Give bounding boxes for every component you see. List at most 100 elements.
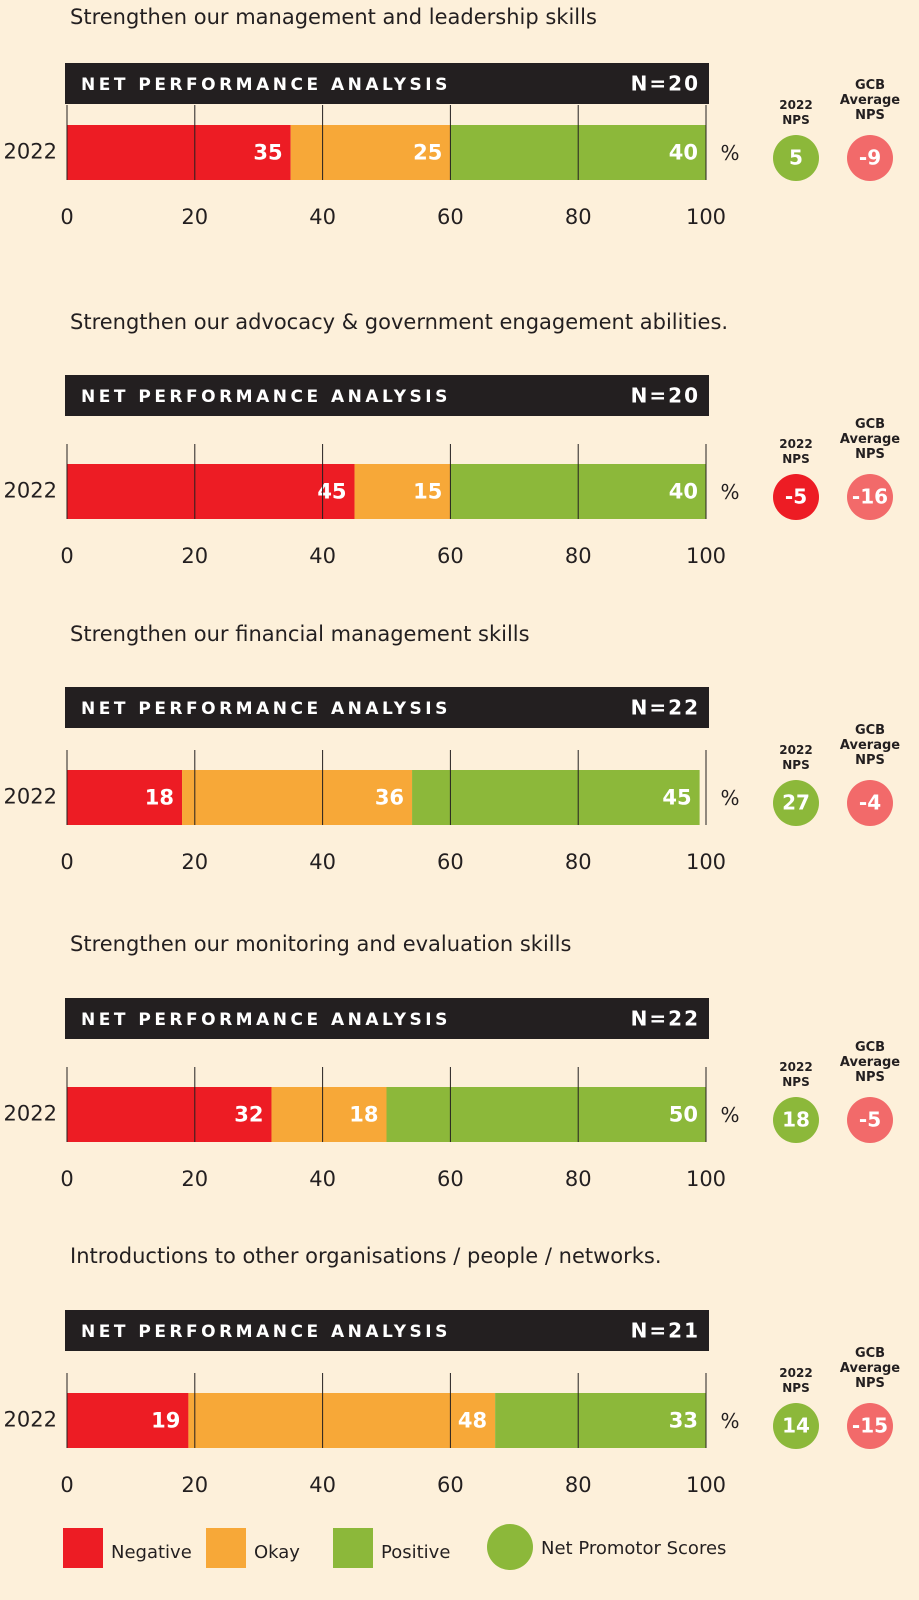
x-tick-label: 20 <box>181 1473 208 1497</box>
header-bar <box>65 375 709 416</box>
legend-swatch <box>206 1528 246 1568</box>
gcb-value: -16 <box>852 485 888 509</box>
value-label: 45 <box>662 786 691 810</box>
gcb-circle <box>847 1097 893 1143</box>
category-label: 2022 <box>4 479 57 503</box>
nps-circle <box>773 780 819 826</box>
x-tick-label: 20 <box>181 850 208 874</box>
gcb-circle <box>847 780 893 826</box>
gcb-heading: GCB Average NPS <box>840 723 900 768</box>
value-label: 32 <box>234 1103 263 1127</box>
value-label: 50 <box>669 1103 698 1127</box>
x-tick-label: 20 <box>181 544 208 568</box>
sample-size: N=22 <box>631 1007 700 1031</box>
nps-heading: 2022 NPS <box>779 1366 812 1395</box>
bar-segment: Positive <box>386 1087 706 1142</box>
x-tick-label: 0 <box>60 205 73 229</box>
header-title: NET PERFORMANCE ANALYSIS <box>81 1322 451 1342</box>
value-label: 45 <box>317 480 346 504</box>
header-title: NET PERFORMANCE ANALYSIS <box>81 1010 451 1030</box>
gcb-heading: GCB Average NPS <box>840 1346 900 1391</box>
gcb-heading: GCB Average NPS <box>840 1040 900 1085</box>
header-title: NET PERFORMANCE ANALYSIS <box>81 75 451 95</box>
question: Strengthen our monitoring and evaluation… <box>70 932 571 956</box>
gcb-circle <box>847 474 893 520</box>
gcb-value: -5 <box>859 1108 881 1132</box>
header-bar <box>65 687 709 728</box>
nps-circle <box>773 1403 819 1449</box>
nps-heading: 2022 NPS <box>779 1060 812 1089</box>
x-tick-label: 40 <box>309 544 336 568</box>
x-tick-label: 20 <box>181 1167 208 1191</box>
value-label: 35 <box>253 141 282 165</box>
value-label: 33 <box>669 1409 698 1433</box>
header-title: NET PERFORMANCE ANALYSIS <box>81 387 451 407</box>
legend-label: Okay <box>254 1542 300 1563</box>
sample-size: N=21 <box>631 1319 700 1343</box>
value-label: 40 <box>669 480 698 504</box>
x-tick-label: 80 <box>565 850 592 874</box>
x-tick-label: 100 <box>686 544 726 568</box>
unit-label: % <box>720 1103 739 1127</box>
category-label: 2022 <box>4 140 57 164</box>
x-tick-label: 20 <box>181 205 208 229</box>
gcb-circle <box>847 135 893 181</box>
x-tick-label: 0 <box>60 544 73 568</box>
bar-segment: Okay <box>271 1087 387 1142</box>
question: Strengthen our management and leadership… <box>70 5 597 29</box>
nps-circle <box>773 474 819 520</box>
header-bar <box>65 63 709 104</box>
unit-label: % <box>720 786 739 810</box>
gcb-value: -15 <box>852 1414 888 1438</box>
bar-segment: Negative <box>67 1087 272 1142</box>
x-tick-label: 100 <box>686 1473 726 1497</box>
header-bar <box>65 998 709 1039</box>
x-tick-label: 80 <box>565 1167 592 1191</box>
nps-value: 18 <box>782 1108 810 1132</box>
nps-value: -5 <box>785 485 807 509</box>
unit-label: % <box>720 480 739 504</box>
legend-nps-label: Net Promotor Scores <box>541 1538 726 1559</box>
value-label: 18 <box>145 786 174 810</box>
x-tick-label: 80 <box>565 544 592 568</box>
nps-heading: 2022 NPS <box>779 437 812 466</box>
x-tick-label: 40 <box>309 1167 336 1191</box>
nps-circle <box>773 1097 819 1143</box>
x-tick-label: 60 <box>437 1167 464 1191</box>
legend-label: Negative <box>111 1542 192 1563</box>
gcb-value: -9 <box>859 146 881 170</box>
bar-segment: Okay <box>188 1393 496 1448</box>
sample-size: N=20 <box>631 72 700 96</box>
header-title: NET PERFORMANCE ANALYSIS <box>81 699 451 719</box>
x-tick-label: 100 <box>686 205 726 229</box>
value-label: 36 <box>375 786 404 810</box>
bar-segment: Negative <box>67 1393 189 1448</box>
nps-value: 5 <box>789 146 803 170</box>
gcb-heading: GCB Average NPS <box>840 417 900 462</box>
bar-segment: Positive <box>412 770 700 825</box>
question: Introductions to other organisations / p… <box>70 1244 662 1268</box>
question: Strengthen our advocacy & government eng… <box>70 310 728 334</box>
unit-label: % <box>720 141 739 165</box>
x-tick-label: 60 <box>437 544 464 568</box>
bar-segment: Positive <box>495 1393 706 1448</box>
legend-swatch <box>63 1528 103 1568</box>
category-label: 2022 <box>4 1102 57 1126</box>
value-label: 18 <box>349 1103 378 1127</box>
value-label: 25 <box>413 141 442 165</box>
question: Strengthen our financial management skil… <box>70 622 530 646</box>
x-tick-label: 60 <box>437 850 464 874</box>
x-tick-label: 100 <box>686 850 726 874</box>
bar-segment: Negative <box>67 464 355 519</box>
gcb-heading: GCB Average NPS <box>840 78 900 123</box>
bar-segment: Negative <box>67 125 291 180</box>
x-tick-label: 0 <box>60 850 73 874</box>
category-label: 2022 <box>4 1408 57 1432</box>
gcb-value: -4 <box>859 791 881 815</box>
nps-value: 27 <box>782 791 810 815</box>
value-label: 15 <box>413 480 442 504</box>
x-tick-label: 0 <box>60 1473 73 1497</box>
x-tick-label: 60 <box>437 205 464 229</box>
sample-size: N=22 <box>631 696 700 720</box>
